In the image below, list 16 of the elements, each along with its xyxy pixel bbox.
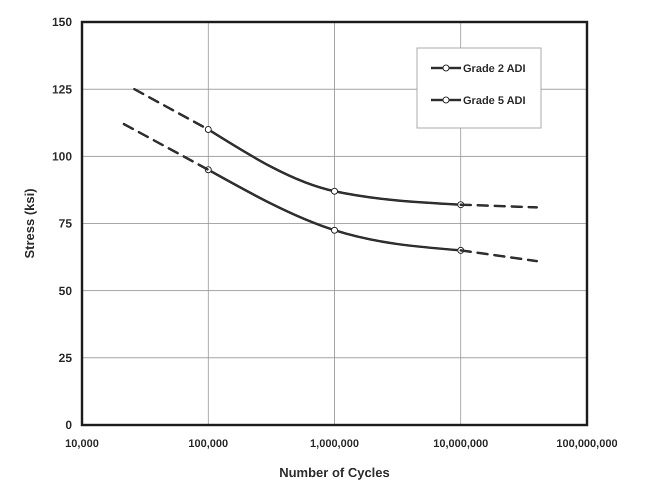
legend-label: Grade 5 ADI [463,94,526,107]
y-tick-label: 125 [52,82,72,96]
x-tick-label: 10,000,000 [433,438,488,450]
y-tick-label: 150 [52,15,72,30]
x-tick-label: 10,000 [65,438,99,450]
y-tick-label: 50 [58,284,72,298]
x-axis-title: Number of Cycles [279,465,390,480]
y-tick-label: 0 [65,418,72,432]
x-tick-label: 100,000 [188,438,228,450]
y-axis-title: Stress (ksi) [22,188,37,259]
x-tick-label: 100,000,000 [556,438,618,450]
y-tick-label: 75 [58,216,72,231]
x-tick-label: 1,000,000 [310,438,359,450]
legend-label: Grade 2 ADI [463,62,526,75]
y-tick-label: 25 [58,351,72,366]
y-tick-label: 100 [52,150,72,164]
